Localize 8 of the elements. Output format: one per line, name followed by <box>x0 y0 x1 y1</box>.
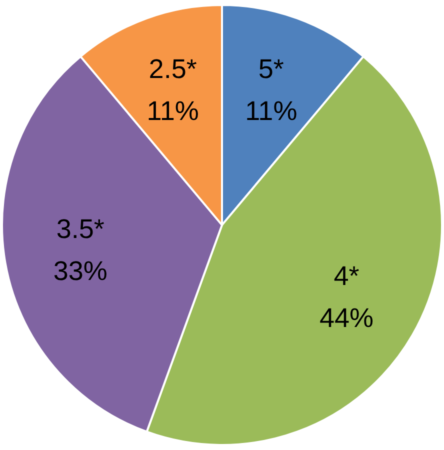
slice-label: 4* <box>334 260 360 291</box>
slice-label: 5* <box>258 54 284 84</box>
slice-label: 3.5* <box>56 214 105 244</box>
slice-label: 2.5* <box>148 54 198 84</box>
data-label: 11% <box>245 96 298 126</box>
data-label: 44% <box>320 302 374 333</box>
data-label: 11% <box>146 96 199 126</box>
data-label: 33% <box>53 256 108 286</box>
